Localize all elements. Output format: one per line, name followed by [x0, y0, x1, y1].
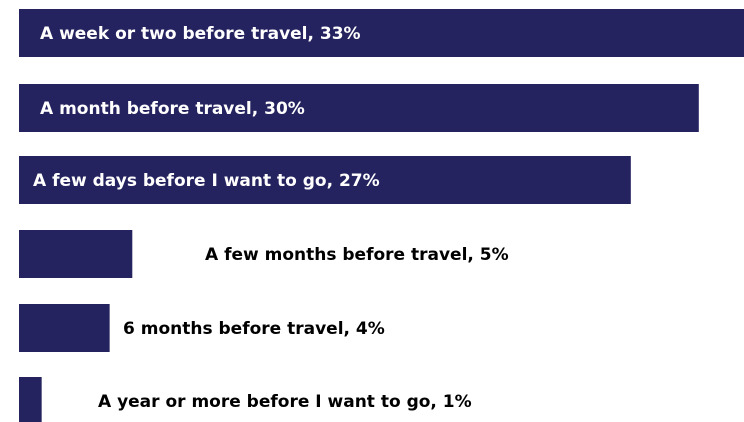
bar: [19, 84, 699, 132]
data-label: A year or more before I want to go, 1%: [98, 392, 472, 412]
data-label: A few days before I want to go, 27%: [33, 171, 380, 191]
data-label: A month before travel, 30%: [40, 99, 305, 119]
bar: [19, 304, 110, 352]
data-label: A few months before travel, 5%: [205, 245, 509, 265]
data-label: A week or two before travel, 33%: [40, 24, 361, 44]
bar: [19, 156, 631, 204]
bar: [19, 377, 42, 422]
bar: [19, 230, 133, 278]
bar: [19, 9, 744, 57]
data-label: 6 months before travel, 4%: [123, 319, 385, 339]
